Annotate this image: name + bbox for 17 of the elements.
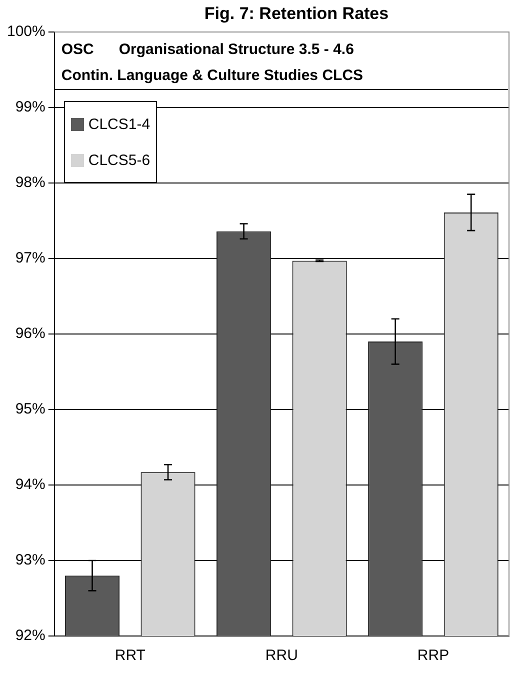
y-tick-label: 94%	[15, 476, 46, 494]
annotation: OSC Organisational Structure 3.5 - 4.6	[61, 40, 355, 60]
y-tick-label: 100%	[6, 23, 46, 40]
y-tick-label: 97%	[15, 250, 46, 267]
y-tick-label: 96%	[15, 325, 46, 342]
y-tick-label: 98%	[15, 174, 46, 192]
chart-title: Fig. 7: Retention Rates	[203, 4, 390, 24]
x-tick-label: RRT	[114, 647, 146, 664]
legend-label: CLCS5-6	[88, 152, 150, 168]
y-tick-label: 92%	[15, 627, 46, 644]
y-tick-label: 95%	[15, 400, 46, 418]
x-tick-label: RRP	[417, 647, 450, 664]
y-tick-label: 99%	[15, 98, 46, 116]
y-tick-label: 93%	[15, 552, 46, 569]
annotation: Contin. Language & Culture Studies CLCS	[61, 66, 364, 86]
x-tick-label: RRU	[265, 647, 298, 664]
legend-label: CLCS1-4	[88, 116, 150, 132]
